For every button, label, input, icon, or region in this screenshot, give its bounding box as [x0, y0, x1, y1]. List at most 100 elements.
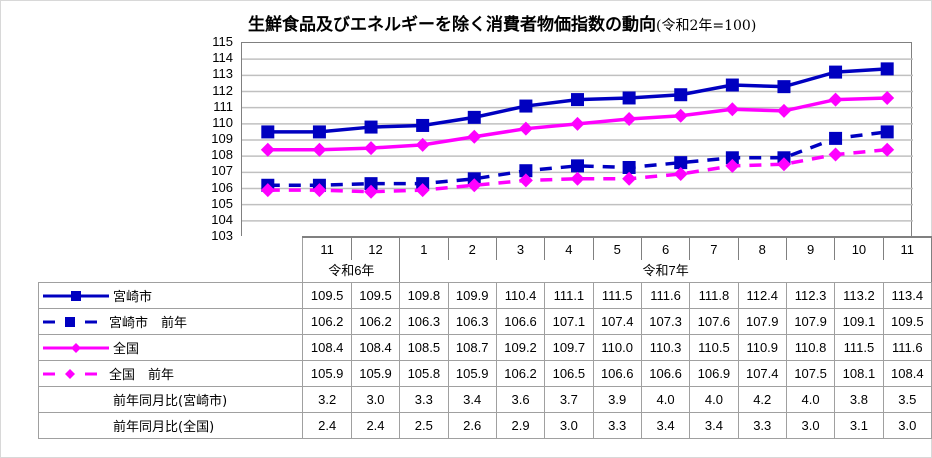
- diamond-marker-icon: [570, 116, 585, 131]
- row-label-cell: 全国 前年: [37, 360, 304, 387]
- value-cell: 111.5: [592, 282, 642, 309]
- diamond-marker-icon: [364, 141, 379, 156]
- row-label-cell: 前年同月比(全国): [37, 412, 304, 439]
- value-cell: 3.1: [834, 412, 884, 439]
- series-2: [260, 90, 895, 157]
- table-row: 前年同月比(全国) 2.4 2.4 2.5 2.6 2.9 3.0 3.3 3.4 3.4 3.3 3…: [37, 412, 932, 439]
- diamond-marker-icon: [828, 147, 843, 162]
- value-cell: 2.5: [399, 412, 449, 439]
- row-label-cell: 前年同月比(宮崎市): [37, 386, 304, 413]
- diamond-marker-icon: [622, 111, 637, 126]
- diamond-marker-icon: [828, 92, 843, 107]
- square-marker-icon: [880, 125, 894, 139]
- value-cell: 105.9: [447, 360, 497, 387]
- row-label-cell: 宮崎市: [37, 282, 304, 309]
- y-tick-label: 115: [212, 34, 233, 49]
- blank-cell: [38, 237, 304, 283]
- month-label: 10: [834, 236, 884, 260]
- month-label: 8: [737, 236, 787, 260]
- value-cell: 3.6: [495, 386, 546, 413]
- month-label: 5: [592, 236, 642, 260]
- diamond-marker-icon: [622, 171, 637, 186]
- diamond-marker-icon: [725, 102, 740, 117]
- month-label: 6: [640, 236, 691, 260]
- value-cell: 105.9: [350, 360, 401, 387]
- value-cell: 106.3: [447, 308, 497, 335]
- value-cell: 3.8: [834, 386, 884, 413]
- y-tick-label: 104: [211, 211, 233, 227]
- y-tick-label: 105: [211, 195, 233, 211]
- square-marker-icon: [571, 159, 584, 173]
- square-marker-icon: [571, 93, 584, 107]
- value-cell: 106.5: [544, 360, 594, 387]
- value-cell: 107.3: [640, 308, 691, 335]
- diamond-marker-icon: [776, 103, 791, 118]
- square-marker-icon: [829, 65, 843, 79]
- value-cell: 2.9: [495, 412, 546, 439]
- value-cell: 111.8: [689, 282, 739, 309]
- year-label: 令和6年: [302, 260, 401, 283]
- table-row: 前年同月比(宮崎市) 3.2 3.0 3.3 3.4 3.6 3.7 3.9 4.0 4.0 4.2…: [37, 386, 932, 413]
- square-marker-icon: [725, 151, 739, 165]
- value-cell: 4.2: [737, 386, 787, 413]
- diamond-marker-icon: [673, 108, 688, 123]
- diamond-marker-icon: [260, 183, 275, 198]
- miyazaki-dashed-legend-icon: [43, 315, 109, 329]
- square-marker-icon: [519, 99, 533, 113]
- row-label: 前年同月比(全国): [113, 420, 215, 435]
- y-tick-label: 110: [212, 114, 233, 130]
- diamond-marker-icon: [415, 137, 430, 152]
- diamond-marker-icon: [570, 171, 585, 186]
- square-marker-icon: [519, 164, 533, 178]
- value-cell: 113.4: [882, 282, 932, 309]
- value-cell: 109.2: [495, 334, 546, 361]
- value-cell: 3.0: [882, 412, 932, 439]
- square-marker-icon: [674, 88, 688, 102]
- value-cell: 109.5: [302, 282, 352, 309]
- national-solid-legend-icon: [43, 341, 109, 355]
- diamond-marker-icon: [725, 158, 740, 173]
- square-marker-icon: [312, 125, 326, 139]
- row-label-cell: 宮崎市 前年: [37, 308, 304, 335]
- month-row: 11 12 1 2 3 4 5 6 7 8 9 10 11: [38, 236, 932, 283]
- month-label: 12: [350, 236, 401, 260]
- square-marker-icon: [416, 118, 430, 132]
- value-cell: 3.0: [350, 386, 401, 413]
- value-cell: 106.2: [495, 360, 546, 387]
- y-tick-label: 108: [211, 147, 233, 163]
- series-0: [261, 62, 894, 139]
- value-cell: 111.5: [834, 334, 884, 361]
- y-tick-label: 113: [212, 66, 233, 82]
- value-cell: 2.4: [350, 412, 401, 439]
- value-cell: 107.9: [785, 308, 836, 335]
- data-table: 11 12 1 2 3 4 5 6 7 8 9 10 11 令和6年 令和7年 宮崎市 109.5 109.5 10…: [37, 236, 932, 439]
- value-cell: 113.2: [834, 282, 884, 309]
- row-label: 宮崎市: [113, 290, 153, 305]
- value-cell: 109.8: [399, 282, 449, 309]
- value-cell: 106.3: [399, 308, 449, 335]
- value-cell: 3.4: [689, 412, 739, 439]
- month-label: 2: [447, 236, 497, 260]
- value-cell: 109.5: [882, 308, 932, 335]
- value-cell: 3.7: [544, 386, 594, 413]
- diamond-marker-icon: [467, 178, 482, 193]
- value-cell: 3.0: [544, 412, 594, 439]
- row-label: 全国 前年: [109, 368, 175, 383]
- value-cell: 3.3: [399, 386, 449, 413]
- value-cell: 108.5: [399, 334, 449, 361]
- table-row: 全国 108.4 108.4 108.5 108.7 109.2 109.7 110.0 110…: [37, 334, 932, 361]
- year-label: 令和7年: [399, 260, 932, 283]
- diamond-marker-icon: [673, 166, 688, 181]
- diamond-marker-icon: [364, 184, 379, 199]
- line-chart: [242, 58, 913, 222]
- value-cell: 110.0: [592, 334, 642, 361]
- value-cell: 111.6: [640, 282, 691, 309]
- diamond-marker-icon: [415, 183, 430, 198]
- value-cell: 107.5: [785, 360, 836, 387]
- value-cell: 108.1: [834, 360, 884, 387]
- diamond-marker-icon: [467, 129, 482, 144]
- value-cell: 3.9: [592, 386, 642, 413]
- value-cell: 109.7: [544, 334, 594, 361]
- value-cell: 110.9: [737, 334, 787, 361]
- table-row: 全国 前年 105.9 105.9 105.8 105.9 106.2 106.5 106.6…: [37, 360, 932, 387]
